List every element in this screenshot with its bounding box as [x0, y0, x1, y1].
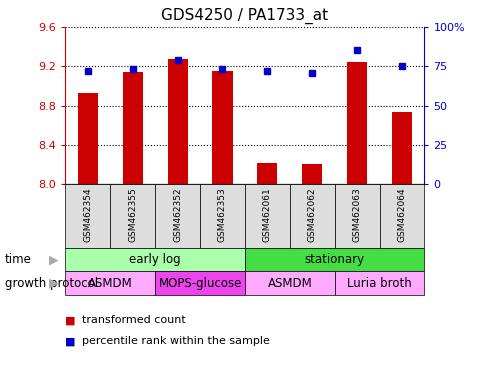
- Text: ▶: ▶: [48, 277, 58, 290]
- Bar: [155, 271, 244, 295]
- Bar: [289, 184, 334, 248]
- Text: percentile rank within the sample: percentile rank within the sample: [82, 336, 270, 346]
- Bar: [155, 184, 200, 248]
- Bar: [65, 271, 155, 295]
- Bar: [244, 184, 289, 248]
- Bar: [110, 184, 155, 248]
- Text: GSM462063: GSM462063: [352, 187, 361, 242]
- Text: MOPS-glucose: MOPS-glucose: [158, 277, 241, 290]
- Text: Luria broth: Luria broth: [347, 277, 411, 290]
- Bar: [65, 248, 244, 271]
- Text: transformed count: transformed count: [82, 315, 186, 325]
- Bar: [65, 184, 110, 248]
- Text: growth protocol: growth protocol: [5, 277, 98, 290]
- Bar: [244, 248, 424, 271]
- Text: ASMDM: ASMDM: [88, 277, 133, 290]
- Bar: [346, 62, 366, 184]
- Title: GDS4250 / PA1733_at: GDS4250 / PA1733_at: [161, 8, 328, 24]
- Text: ■: ■: [65, 315, 76, 325]
- Text: stationary: stationary: [304, 253, 364, 266]
- Text: ▶: ▶: [48, 253, 58, 266]
- Bar: [212, 71, 232, 184]
- Text: early log: early log: [129, 253, 181, 266]
- Bar: [302, 164, 322, 184]
- Text: GSM462062: GSM462062: [307, 187, 316, 242]
- Bar: [334, 184, 378, 248]
- Bar: [77, 93, 98, 184]
- Text: GSM462352: GSM462352: [173, 187, 182, 242]
- Bar: [257, 163, 277, 184]
- Text: GSM462064: GSM462064: [396, 187, 406, 242]
- Text: GSM462354: GSM462354: [83, 187, 92, 242]
- Text: time: time: [5, 253, 31, 266]
- Bar: [167, 60, 187, 184]
- Text: GSM462355: GSM462355: [128, 187, 137, 242]
- Bar: [378, 184, 424, 248]
- Bar: [334, 271, 424, 295]
- Text: GSM462061: GSM462061: [262, 187, 272, 242]
- Text: GSM462353: GSM462353: [217, 187, 227, 242]
- Text: ASMDM: ASMDM: [267, 277, 312, 290]
- Bar: [244, 271, 334, 295]
- Text: ■: ■: [65, 336, 76, 346]
- Bar: [122, 72, 143, 184]
- Bar: [200, 184, 244, 248]
- Bar: [391, 113, 411, 184]
